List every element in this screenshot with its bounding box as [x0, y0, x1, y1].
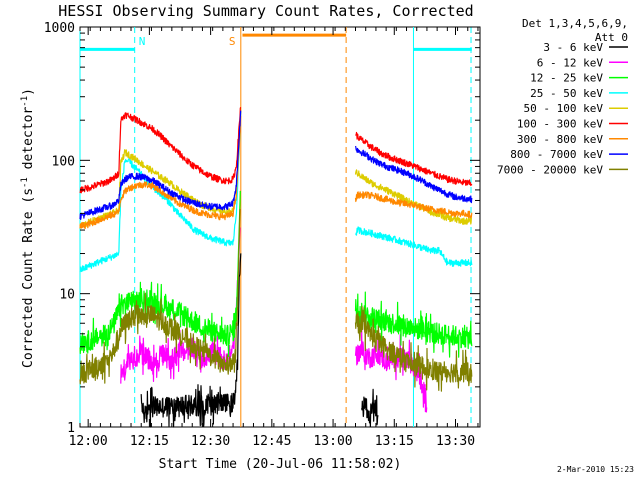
series-line-5-seg-0: [79, 106, 242, 194]
series-line-0-seg-0: [140, 253, 242, 428]
series-line-6-seg-0: [79, 115, 242, 229]
legend: Det 1,3,4,5,6,9, Att 0 3 - 6 keV 6 - 12 k…: [497, 17, 628, 176]
x-tick-label-5: 13:15: [375, 434, 414, 449]
annotation-label-n: N: [139, 35, 146, 48]
legend-label-8: 7000 - 20000 keV: [497, 163, 603, 176]
legend-entries: 3 - 6 keV 6 - 12 keV 12 - 25 keV 25 - 50 ke…: [497, 41, 628, 176]
x-tick-label-0: 12:00: [69, 434, 108, 449]
legend-header-line-1: Det 1,3,4,5,6,9,: [522, 17, 628, 30]
x-tick-label-2: 12:30: [191, 434, 230, 449]
x-tick-label-1: 12:15: [130, 434, 169, 449]
y-tick-label-2: 100: [52, 154, 75, 169]
series-line-2-seg-0: [79, 190, 241, 357]
series-line-0-seg-1: [361, 388, 379, 428]
legend-label-7: 800 - 7000 keV: [510, 148, 603, 161]
y-axis-ticks: 1 10 100 1000: [44, 21, 480, 436]
series-line-8-seg-0: [79, 208, 241, 385]
series-layer: [79, 106, 473, 428]
legend-label-5: 100 - 300 keV: [517, 118, 603, 131]
series-line-2-seg-1: [354, 291, 473, 358]
x-tick-label-3: 12:45: [252, 434, 291, 449]
series-line-8-seg-1: [354, 305, 473, 392]
legend-label-6: 300 - 800 keV: [517, 133, 603, 146]
legend-label-0: 3 - 6 keV: [543, 41, 603, 54]
annotation-label-s: S: [229, 35, 236, 48]
legend-label-4: 50 - 100 keV: [524, 102, 604, 115]
y-tick-label-3: 1000: [44, 21, 75, 36]
y-axis-label: Corrected Count Rate (s-1 detector-1): [20, 88, 36, 368]
series-line-3-seg-1: [355, 226, 473, 267]
series-line-6-seg-1: [354, 191, 473, 219]
legend-label-2: 12 - 25 keV: [530, 72, 603, 85]
x-axis-label: Start Time (20-Jul-06 11:58:02): [159, 457, 402, 472]
x-tick-label-4: 13:00: [313, 434, 352, 449]
legend-header-line-2: Att 0: [595, 31, 628, 44]
series-line-7-seg-1: [354, 145, 473, 204]
series-line-4-seg-1: [354, 169, 473, 225]
legend-label-1: 6 - 12 keV: [537, 56, 604, 69]
legend-label-3: 25 - 50 keV: [530, 87, 603, 100]
x-tick-label-6: 13:30: [436, 434, 475, 449]
series-line-5-seg-1: [354, 131, 473, 187]
x-axis-ticks: 12:00 12:15 12:30 12:45 13:00 13:15 13:30: [69, 27, 479, 449]
chart-title: HESSI Observing Summary Count Rates, Cor…: [58, 2, 473, 20]
series-line-7-seg-0: [79, 110, 242, 220]
timestamp: 2-Mar-2010 15:23: [557, 465, 634, 474]
y-tick-label-1: 10: [59, 288, 75, 303]
y-tick-label-0: 1: [67, 421, 75, 436]
